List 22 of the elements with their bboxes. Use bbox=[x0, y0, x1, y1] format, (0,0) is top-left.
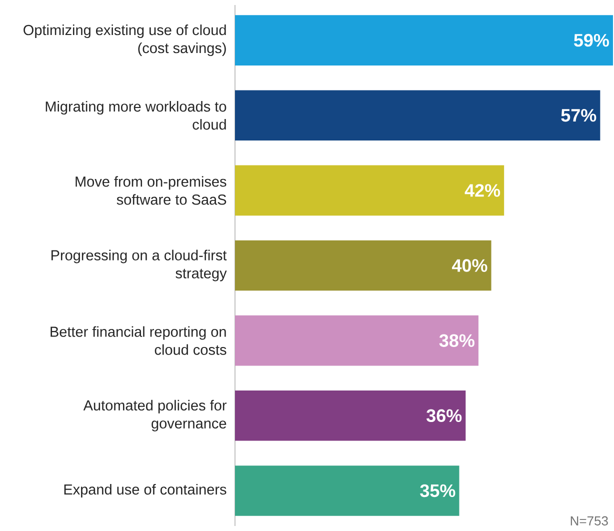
bar bbox=[235, 240, 492, 291]
y-tick-label: Optimizing existing use of cloud (cost savings) bbox=[24, 24, 226, 56]
data-label: 36% bbox=[426, 409, 462, 422]
y-tick-label: Progressing on a cloud-first strategy bbox=[51, 250, 227, 282]
y-tick-label: Migrating more workloads to cloud bbox=[46, 101, 226, 130]
y-tick-label: Expand use of containers bbox=[64, 484, 226, 498]
annotation: N=753 bbox=[570, 516, 608, 526]
y-tick-label: Better financial reporting on cloud costs bbox=[50, 326, 226, 355]
bar bbox=[235, 15, 613, 66]
bar bbox=[235, 90, 600, 141]
data-label: 38% bbox=[439, 334, 474, 347]
bar bbox=[235, 466, 460, 516]
y-tick-label: Move from on-premises software to SaaS bbox=[76, 176, 226, 205]
bar bbox=[235, 315, 478, 366]
data-label: 40% bbox=[452, 259, 488, 272]
data-label: 59% bbox=[574, 34, 609, 47]
data-label: 35% bbox=[420, 484, 456, 498]
bar bbox=[235, 165, 504, 216]
data-label: 57% bbox=[561, 109, 596, 122]
y-tick-label: Automated policies for governance bbox=[83, 400, 227, 432]
data-label: 42% bbox=[464, 184, 500, 197]
bar bbox=[235, 390, 466, 441]
